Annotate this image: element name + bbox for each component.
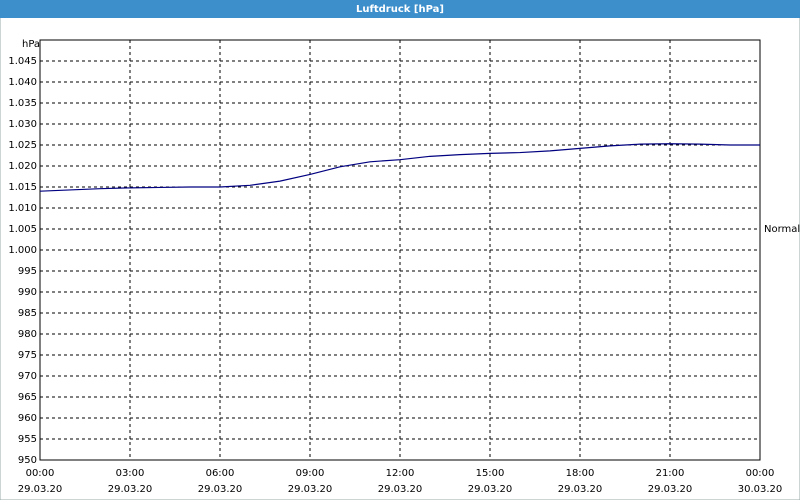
y-tick-label: 950 [18, 455, 37, 466]
y-tick-label: 985 [18, 308, 37, 319]
y-tick-label: 995 [18, 266, 37, 277]
x-tick-date: 29.03.20 [198, 484, 243, 495]
x-tick-label: 09:00 [296, 468, 325, 479]
x-tick-date: 29.03.20 [468, 484, 513, 495]
y-tick-label: 980 [18, 329, 37, 340]
y-tick-label: 1.030 [8, 119, 37, 130]
y-tick-label: 1.005 [8, 224, 37, 235]
x-tick-label: 00:00 [26, 468, 55, 479]
y-tick-label: 955 [18, 434, 37, 445]
y-tick-label: 965 [18, 392, 37, 403]
x-tick-date: 29.03.20 [378, 484, 423, 495]
x-tick-label: 03:00 [116, 468, 145, 479]
x-tick-label: 06:00 [206, 468, 235, 479]
chart-title: Luftdruck [hPa] [356, 4, 444, 15]
y-tick-label: 970 [18, 371, 37, 382]
x-tick-date: 29.03.20 [18, 484, 63, 495]
x-tick-date: 29.03.20 [288, 484, 333, 495]
x-tick-label: 00:00 [746, 468, 775, 479]
x-tick-date: 29.03.20 [108, 484, 153, 495]
y-tick-label: 990 [18, 287, 37, 298]
y-tick-label: 1.040 [8, 77, 37, 88]
x-tick-date: 29.03.20 [648, 484, 693, 495]
title-bar [0, 0, 800, 18]
x-tick-date: 30.03.20 [738, 484, 783, 495]
y-tick-label: 1.010 [8, 203, 37, 214]
y-unit: hPa [22, 39, 40, 50]
x-tick-date: 29.03.20 [558, 484, 603, 495]
x-tick-label: 18:00 [566, 468, 595, 479]
x-tick-label: 15:00 [476, 468, 505, 479]
reference-label: Normal [764, 224, 800, 235]
x-tick-label: 21:00 [656, 468, 685, 479]
y-tick-label: 1.025 [8, 140, 37, 151]
data-line [39, 143, 760, 192]
y-tick-label: 975 [18, 350, 37, 361]
y-tick-label: 1.020 [8, 161, 37, 172]
y-tick-label: 1.000 [8, 245, 37, 256]
y-tick-label: 1.015 [8, 182, 37, 193]
y-tick-label: 960 [18, 413, 37, 424]
y-tick-label: 1.045 [8, 56, 37, 67]
y-tick-label: 1.035 [8, 98, 37, 109]
x-tick-label: 12:00 [386, 468, 415, 479]
